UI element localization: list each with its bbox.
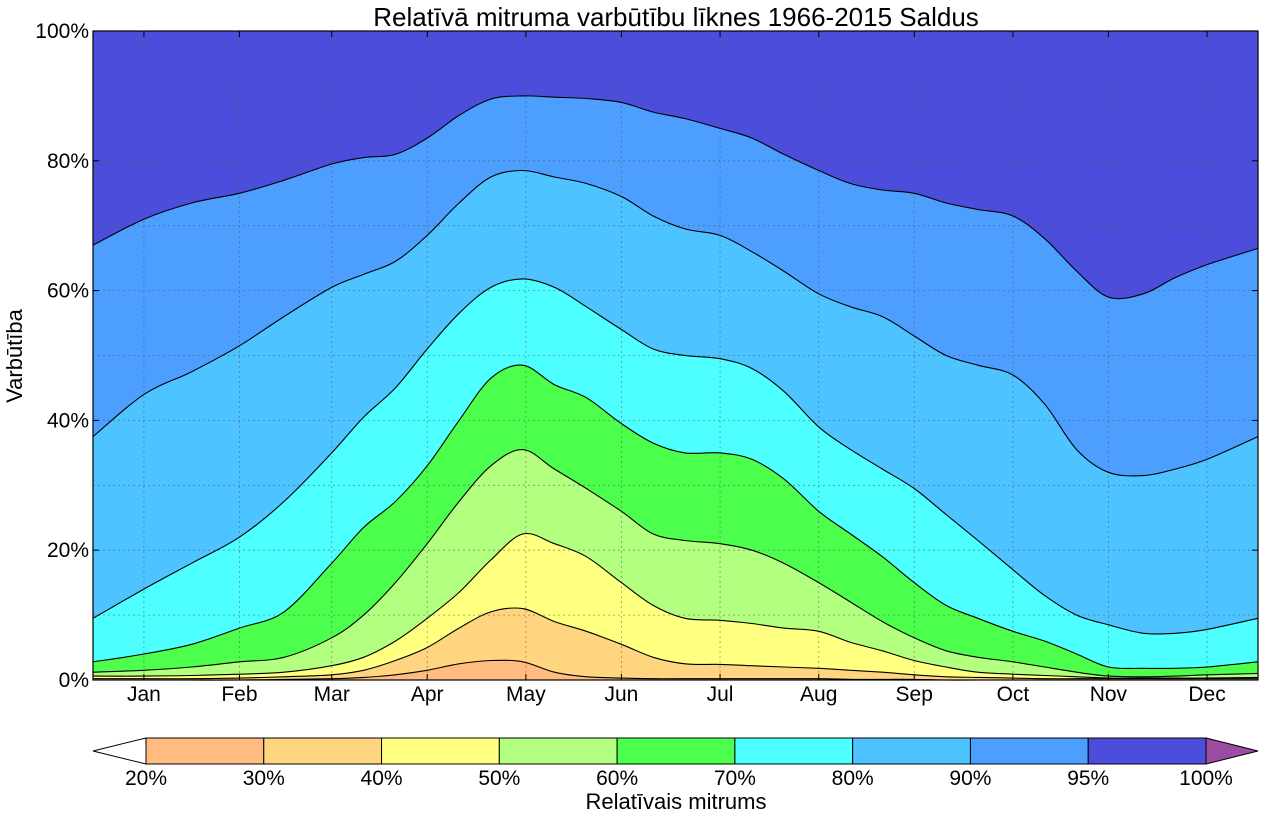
colorbar: 20% 30% 40% 50% 60% 70% 80% 90% 95% 100% (92, 737, 1259, 790)
band-3 (93, 449, 1258, 680)
y-tick-label: 0% (59, 669, 89, 692)
colorbar-segment (616, 737, 736, 765)
y-tick-label: 60% (47, 280, 89, 303)
colorbar-tick-label: 95% (1067, 767, 1109, 790)
x-tick-label: Oct (997, 683, 1030, 706)
y-tick-label: 40% (47, 409, 89, 432)
colorbar-tick-label: 30% (243, 767, 285, 790)
colorbar-tick-label: 80% (832, 767, 874, 790)
contour-line-80% (92, 169, 1259, 477)
y-tick-label: 80% (47, 150, 89, 173)
contour-line-90% (92, 95, 1259, 300)
x-tick-label: Jan (127, 683, 161, 706)
plot-area: 0% 20% 40% 60% 80% 100% Jan Feb Mar Apr May Jun Jul A… (35, 20, 1259, 706)
x-tick-label: Apr (411, 683, 444, 706)
colorbar-tick-label: 50% (478, 767, 520, 790)
colorbar-segment (852, 737, 971, 765)
colorbar-segment (734, 737, 854, 765)
x-tick-label: Aug (800, 683, 837, 706)
plot-frame (92, 30, 1259, 681)
colorbar-over-triangle (1205, 737, 1259, 765)
contour-line-60% (92, 364, 1259, 670)
band-1 (93, 607, 1258, 680)
y-tick-label: 100% (35, 20, 89, 43)
colorbar-segment (381, 737, 500, 765)
colorbar-tick-label: 20% (125, 767, 167, 790)
colorbar-segment (263, 737, 383, 765)
colorbar-segment (498, 737, 618, 765)
contour-line-70% (92, 278, 1259, 635)
colorbar-segment (145, 737, 265, 765)
contour-line-40% (92, 532, 1259, 679)
colorbar-tick-label: 40% (361, 767, 403, 790)
colorbar-tick-label: 70% (714, 767, 756, 790)
x-tick-label: Dec (1188, 683, 1225, 706)
x-tick-label: Jul (707, 683, 734, 706)
y-axis-label: Varbūtība (2, 308, 27, 403)
x-tick-label: Jun (604, 683, 638, 706)
colorbar-tick-label: 100% (1179, 767, 1233, 790)
colorbar-segment (1087, 737, 1207, 765)
colorbar-tick-label: 90% (949, 767, 991, 790)
colorbar-segment (969, 737, 1089, 765)
colorbar-label: Relatīvais mitrums (586, 789, 767, 814)
contour-line-30% (93, 607, 1258, 680)
y-tick-label: 20% (47, 539, 89, 562)
colorbar-tick-label: 60% (596, 767, 638, 790)
x-tick-label: Nov (1090, 683, 1128, 706)
x-tick-label: May (506, 683, 546, 706)
band-2 (93, 533, 1258, 680)
x-tick-label: Feb (221, 683, 257, 706)
chart-title: Relatīvā mitruma varbūtību līknes 1966-2… (373, 2, 979, 32)
contour-line-50% (92, 449, 1259, 678)
x-tick-label: Sep (896, 683, 933, 706)
colorbar-under-triangle (92, 737, 147, 765)
x-tick-label: Mar (314, 683, 350, 706)
